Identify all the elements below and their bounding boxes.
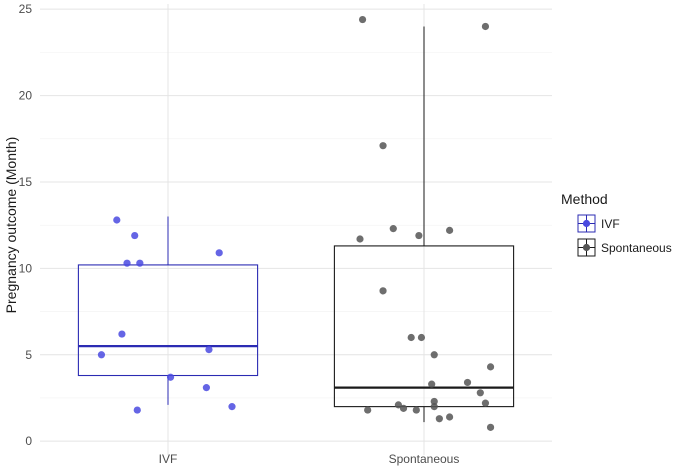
y-tick-label: 10 <box>19 261 33 275</box>
data-point <box>486 363 495 371</box>
box-spontaneous <box>333 245 515 408</box>
legend-label: IVF <box>601 217 620 231</box>
legend-key-point <box>582 243 591 252</box>
data-point <box>399 404 408 412</box>
data-point <box>463 378 472 387</box>
data-point <box>394 401 402 409</box>
data-point <box>389 225 397 233</box>
y-tick-label: 5 <box>25 348 32 362</box>
y-axis-title: Pregnancy outcome (Month) <box>3 137 19 314</box>
data-point <box>415 231 423 240</box>
data-point <box>379 142 387 150</box>
data-point <box>430 351 438 359</box>
legend-entries: IVF Spontaneous <box>577 214 672 257</box>
data-point <box>356 235 364 243</box>
legend-key-point <box>582 219 591 228</box>
data-point <box>435 415 443 423</box>
data-point <box>430 403 438 411</box>
data-point <box>202 384 210 392</box>
data-point <box>131 231 139 240</box>
data-point <box>113 216 121 224</box>
data-point <box>123 259 131 267</box>
x-tick-label: IVF <box>159 452 178 466</box>
data-point <box>446 226 454 234</box>
y-tick-label: 0 <box>25 434 32 448</box>
data-point <box>166 373 175 381</box>
data-point <box>446 413 454 421</box>
data-point <box>412 406 420 414</box>
data-point <box>428 380 436 388</box>
data-point <box>481 22 490 31</box>
data-point <box>476 389 484 397</box>
legend-entry-spontaneous: Spontaneous <box>577 238 672 257</box>
legend-label: Spontaneous <box>601 241 672 255</box>
y-tick-label: 25 <box>19 2 33 16</box>
data-points <box>97 15 495 431</box>
data-point <box>430 397 438 406</box>
data-point <box>215 249 223 257</box>
data-point <box>133 406 141 414</box>
data-point <box>97 351 106 359</box>
x-tick-label: Spontaneous <box>389 452 460 466</box>
data-point <box>228 403 236 411</box>
data-point <box>417 333 426 342</box>
data-point <box>407 333 415 342</box>
data-point <box>136 259 144 267</box>
data-point <box>379 287 387 295</box>
data-point <box>364 406 372 414</box>
legend-title: Method <box>561 191 608 207</box>
data-point <box>205 345 213 354</box>
axes: 0 5 10 15 20 25 IVF Spontaneous <box>19 2 460 466</box>
data-point <box>118 330 126 338</box>
data-point <box>481 399 490 407</box>
y-tick-label: 20 <box>19 89 33 103</box>
legend-entry-ivf: IVF <box>577 214 620 233</box>
data-point <box>486 423 495 431</box>
legend: Method IVF Spontaneous <box>561 191 672 257</box>
y-tick-label: 15 <box>19 175 33 189</box>
data-point <box>358 15 367 24</box>
